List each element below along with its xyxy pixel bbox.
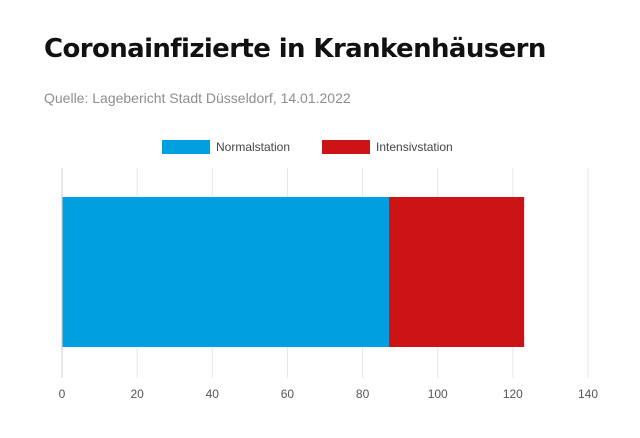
chart-title: Coronainfizierte in Krankenhäusern [44,34,546,64]
x-tick-label-140: 140 [578,387,598,401]
legend-swatch-intensivstation [322,140,370,154]
legend-label-intensivstation: Intensivstation [376,140,453,154]
x-tick-label-20: 20 [130,387,144,401]
x-tick-label-100: 100 [428,387,448,401]
legend-label-normalstation: Normalstation [216,140,290,154]
x-tick-label-0: 0 [59,387,66,401]
x-tick-label-120: 120 [503,387,523,401]
bars [62,197,525,347]
x-tick-label-60: 60 [281,387,295,401]
legend-swatch-normalstation [162,140,210,154]
x-axis-ticks: 0 20 40 60 80 100 120 140 [59,387,599,401]
x-tick-label-80: 80 [356,387,370,401]
chart-subtitle: Quelle: Lagebericht Stadt Düsseldorf, 14… [44,90,351,106]
bar-normalstation[interactable] [62,197,389,347]
x-tick-label-40: 40 [206,387,220,401]
bar-intensivstation[interactable] [388,197,525,347]
legend: Normalstation Intensivstation [162,140,453,154]
